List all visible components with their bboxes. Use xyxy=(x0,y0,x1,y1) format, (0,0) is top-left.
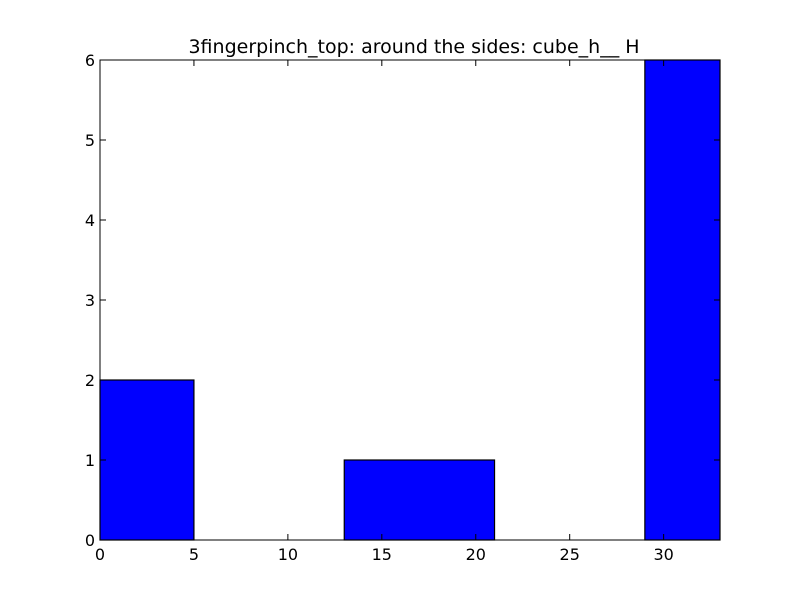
x-tick-label-6: 30 xyxy=(653,545,673,564)
ticks-layer: 0 5 10 15 20 25 30 0 1 2 3 4 5 6 xyxy=(85,51,720,564)
chart-title: 3fingerpinch_top: around the sides: cube… xyxy=(188,36,639,58)
bar-2 xyxy=(644,59,721,541)
plot-frame xyxy=(99,59,721,541)
x-tick-label-4: 20 xyxy=(466,545,486,564)
x-tick-label-3: 15 xyxy=(372,545,392,564)
bars-layer xyxy=(99,59,721,541)
bar-1 xyxy=(343,459,496,541)
x-tick-label-0: 0 xyxy=(95,545,105,564)
y-tick-label-4: 4 xyxy=(85,211,95,230)
y-tick-label-5: 5 xyxy=(85,131,95,150)
y-tick-label-6: 6 xyxy=(85,51,95,70)
bar-0 xyxy=(99,379,195,541)
x-tick-label-1: 5 xyxy=(189,545,199,564)
y-tick-label-3: 3 xyxy=(85,291,95,310)
y-tick-label-2: 2 xyxy=(85,371,95,390)
y-tick-label-0: 0 xyxy=(85,531,95,550)
x-tick-label-5: 25 xyxy=(560,545,580,564)
x-tick-label-2: 10 xyxy=(278,545,298,564)
y-tick-label-1: 1 xyxy=(85,451,95,470)
